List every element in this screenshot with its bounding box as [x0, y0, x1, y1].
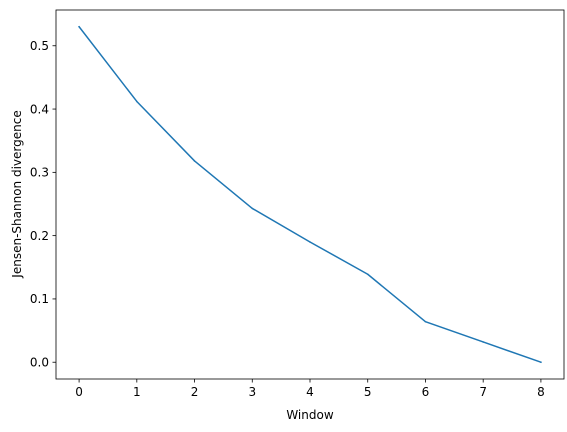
x-axis-label: Window	[286, 408, 334, 422]
y-axis-label: Jensen-Shannon divergence	[10, 110, 24, 278]
plot-area	[78, 25, 542, 364]
y-tick-label: 0.2	[30, 229, 49, 243]
data-point	[193, 160, 196, 162]
x-tick-label: 4	[306, 385, 314, 399]
data-point	[366, 273, 369, 275]
y-tick-label: 0.5	[30, 39, 49, 53]
data-point	[78, 26, 80, 28]
plot-frame	[55, 9, 565, 380]
x-tick-label: 1	[133, 385, 141, 399]
data-point	[251, 207, 254, 210]
data-point	[309, 241, 311, 243]
x-tick-label: 5	[364, 385, 372, 399]
y-tick-label: 0.4	[30, 102, 49, 116]
y-tick-label: 0.0	[30, 355, 49, 369]
x-tick-label: 7	[479, 385, 487, 399]
x-tick-label: 6	[422, 385, 430, 399]
y-tick-label: 0.1	[30, 292, 49, 306]
data-point	[482, 341, 484, 343]
data-point	[540, 361, 542, 363]
y-axis-ticks: 0.0 0.1 0.2 0.3 0.4 0.5	[30, 39, 56, 369]
data-point	[136, 100, 138, 103]
x-axis-ticks: 0 1 2 3 4 5 6 7 8	[75, 379, 545, 399]
x-tick-label: 8	[537, 385, 545, 399]
y-tick-label: 0.3	[30, 166, 49, 180]
x-tick-label: 0	[75, 385, 83, 399]
data-point	[424, 320, 427, 323]
x-tick-label: 2	[191, 385, 199, 399]
x-tick-label: 3	[248, 385, 256, 399]
